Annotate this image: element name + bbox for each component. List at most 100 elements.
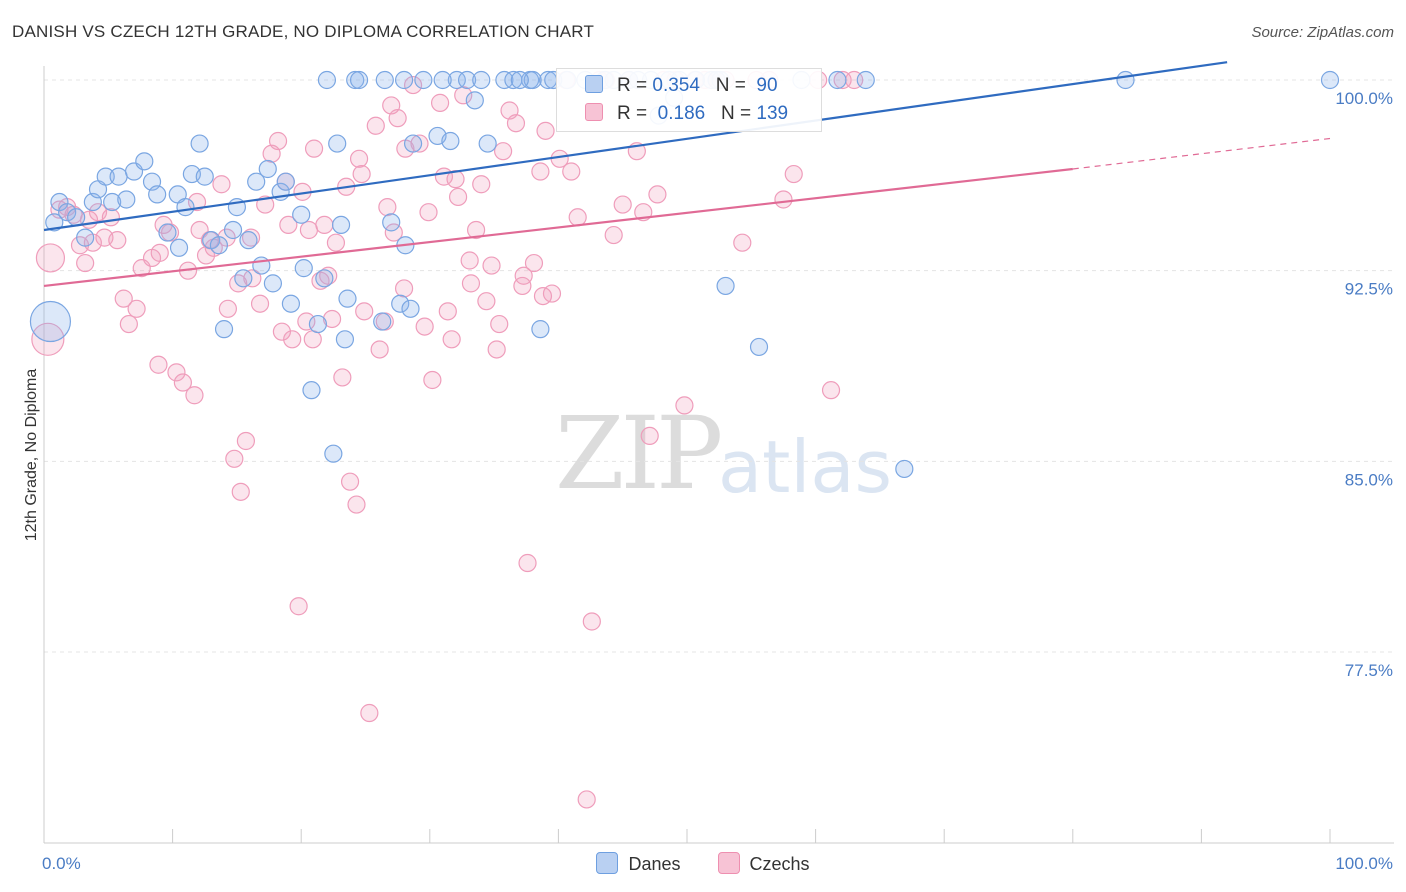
czechs-point [482,256,501,275]
czechs-n-value: 139 [756,103,789,124]
czechs-point [303,330,322,349]
danes-point [176,198,195,217]
czechs-point [423,370,442,390]
czechs-point [360,703,379,723]
czechs-point [289,597,308,616]
czechs-point [461,274,481,293]
czechs-point [784,164,803,184]
x-tick-label-max: 100.0% [1335,854,1393,873]
danes-point [76,228,95,247]
czechs-point [333,368,352,387]
legend-item-czechs: Czechs [717,852,810,875]
czechs-point [568,208,587,227]
czechs-point [419,203,438,222]
danes-point [276,172,295,191]
czechs-point [241,228,261,247]
czechs-point [35,243,66,273]
danes-point [324,444,343,463]
danes-point [315,269,334,288]
danes-point [373,312,392,331]
danes-point [263,274,283,293]
danes-point [117,190,136,209]
danes-r-value: 0.354 [652,75,700,96]
trend-lines [43,61,1331,288]
y-tick-label: 85.0% [1345,470,1393,489]
czechs-point [173,373,192,392]
czechs-point [477,292,496,311]
legend-row-danes: R = 0.354 N = 90 [585,75,778,97]
danes-point [472,70,491,90]
czechs-point [340,472,360,491]
czechs-point [167,363,186,382]
czechs-point [640,426,659,446]
danes-point [292,205,311,224]
czechs-n-label: N = [721,103,757,124]
series-legend: Danes Czechs [0,852,1406,875]
czechs-swatch [585,103,603,121]
danes-point [67,208,86,227]
danes-point [433,70,452,90]
czechs-point [518,553,537,573]
danes-point [856,70,875,90]
source-label: Source: ZipAtlas.com [1251,24,1394,41]
czechs-point [382,96,401,115]
czechs-r-value: 0.186 [657,103,706,124]
czechs-point [648,185,667,204]
czechs-point [114,289,133,308]
y-axis-label: 12th Grade, No Diploma [23,368,40,542]
danes-point [716,276,735,296]
legend-item-danes: Danes [596,852,680,875]
czechs-point [472,175,491,194]
czechs-point [604,225,623,245]
czechs-point [304,139,324,158]
czechs-point [613,195,632,214]
czechs-point [442,330,461,349]
danes-point [239,231,258,250]
danes-r-label: R = [617,75,653,96]
danes-point [382,213,401,232]
czechs-point [272,322,292,341]
czechs-point [229,274,248,293]
x-tick-label-min: 0.0% [42,854,81,873]
czechs-point [279,215,298,235]
danes-point [96,167,115,186]
czechs-point [460,251,479,270]
danes-point [391,294,410,313]
czechs-point [494,142,513,161]
danes-point [346,70,365,90]
watermark-atlas: atlas [718,425,892,509]
czechs-point [430,93,450,112]
czechs-point [347,495,366,514]
danes-swatch [585,75,603,93]
danes-point [29,300,72,343]
danes-point [349,70,369,90]
danes-trend-line [43,61,1228,232]
danes-point [441,131,460,151]
tick-labels: 77.5% 85.0% 92.5% 100.0% 0.0% 100.0% [42,89,1393,873]
czechs-point [355,302,374,321]
danes-point [895,459,914,479]
czechs-point [675,396,694,415]
czechs-point [299,220,319,240]
legend-row-czechs: R = 0.186 N = 139 [585,103,788,125]
watermark-zip: ZIP [555,395,723,512]
y-tick-label: 92.5% [1345,280,1393,299]
czechs-point [774,190,793,209]
czechs-point [150,243,169,262]
czechs-point [326,233,346,252]
czechs-trend-line [43,167,1073,288]
czechs-point [31,322,65,356]
czechs-point [212,175,231,194]
danes-point [414,70,433,90]
czechs-point [415,317,434,336]
czechs-point [403,75,423,95]
danes-point [135,152,154,171]
legend-danes-swatch [596,852,619,874]
legend-czechs-label: Czechs [749,854,810,874]
czechs-point [487,340,506,359]
danes-point [828,70,847,90]
danes-point [523,70,542,90]
czechs-point [315,215,334,235]
czechs-point [366,116,385,135]
